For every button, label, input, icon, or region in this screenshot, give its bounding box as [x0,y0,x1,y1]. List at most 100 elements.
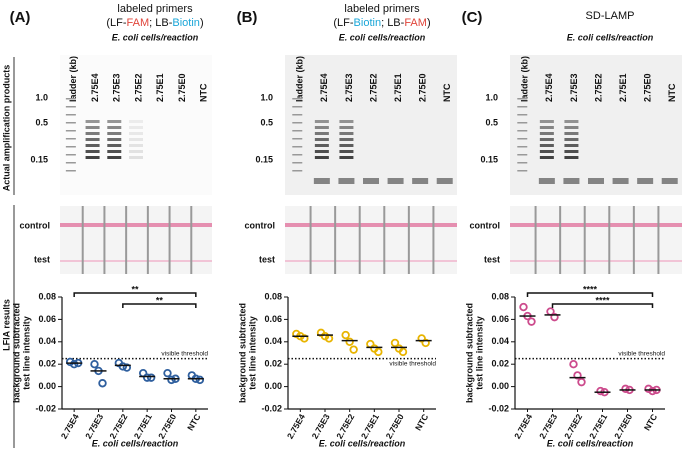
gel-band [314,120,329,123]
primer-band [637,178,654,184]
gel-lane-label: 2.75E2 [133,73,143,102]
strip-area [60,206,212,274]
x-tick-label: 2.75E2 [107,412,129,441]
x-tick-label: 2.75E4 [59,412,81,441]
gel-band [129,138,143,141]
y-tick-label: 0.06 [491,314,509,324]
gel-band [564,150,579,153]
gel-band [314,156,329,159]
y-axis-label: test line intensity [474,316,484,390]
ladder-band [65,162,76,164]
control-line [60,223,212,227]
gel-band [564,156,579,159]
control-line [510,223,682,227]
primer-band [412,178,429,184]
gel-band [85,156,100,159]
gel-band [539,150,554,153]
dot [621,384,630,394]
dot [648,386,657,396]
ladder-band [517,106,528,108]
gel-band [564,120,579,123]
dot [142,373,152,382]
significance-label: **** [583,284,598,294]
gel-band [129,150,143,153]
gel-size-label: 1.0 [35,92,48,102]
strip-gap [657,206,660,274]
ladder-band [292,162,303,164]
primer-band [338,178,355,184]
ladder-band [517,138,528,140]
gel-size-label: 1.0 [260,92,273,102]
primer-band [538,178,555,184]
gel-band [314,144,329,147]
gel-lane-label: 2.75E2 [593,73,603,102]
y-tick-label: 0.00 [491,381,509,391]
gel-band [129,156,143,159]
significance-label: ** [131,284,139,294]
header-part: ) [200,17,204,29]
header-part: (LF- [333,17,354,29]
gel-lane-label: 2.75E4 [319,73,329,102]
dot [345,337,354,346]
dot [573,371,582,380]
y-tick-label: 0.04 [38,336,56,346]
y-tick-label: 0.00 [264,381,282,391]
x-axis-label: E. coli cells/reaction [547,438,634,448]
header-part: FAM [404,17,427,29]
gel-band [129,132,143,135]
strip-gap [103,206,106,274]
strip-gap [168,206,171,274]
gel-band [339,132,354,135]
x-tick-label: 2.75E1 [587,412,609,441]
gel-lane-label: 2.75E3 [569,73,579,102]
strip-gap [383,206,386,274]
primer-band [563,178,580,184]
ladder-band [65,170,76,172]
gel-band [539,156,554,159]
gel-band [564,126,579,129]
y-axis-label: test line intensity [247,316,257,390]
strip-gap [608,206,611,274]
gel-band [107,150,122,153]
gel-band [85,144,100,147]
y-tick-label: 0.02 [491,359,509,369]
x-tick-label: 2.75E0 [612,412,634,441]
ladder-band [292,154,303,156]
gel-size-label: 0.15 [255,154,273,164]
strip-gap [534,206,537,274]
x-tick-label: NTC [185,412,202,432]
gel [510,55,682,195]
y-axis-label: background subtracted [464,303,474,403]
gel-band [539,120,554,123]
ladder-band [517,130,528,132]
gel-size-label: 0.15 [480,154,498,164]
header-part: Biotin [172,17,200,29]
dot [167,375,176,385]
header-part: (LF- [106,17,127,29]
gel-band [564,138,579,141]
strip-label: control [470,220,501,230]
gel-band [85,132,100,135]
test-line [285,260,457,262]
y-axis-label: test line intensity [21,316,31,390]
strip-gap [583,206,586,274]
x-tick-label: 2.75E1 [132,412,154,441]
gel-band [339,126,354,129]
ladder-band [517,170,528,172]
dot [374,347,383,357]
ladder-band [292,106,303,108]
gel-lane-label: ladder (kb) [68,56,78,102]
threshold-label: visible threshold [389,360,436,367]
dot [118,362,128,371]
x-axis-label: E. coli cells/reaction [92,438,179,448]
primer-band [661,178,678,184]
strip-gap [125,206,128,274]
header-part: FAM [127,17,150,29]
header-part: ; LB- [149,17,173,29]
strip-label: test [34,254,50,264]
gel-band [85,126,100,129]
gel-band [129,144,143,147]
test-line [510,260,682,262]
strip-gap [407,206,410,274]
